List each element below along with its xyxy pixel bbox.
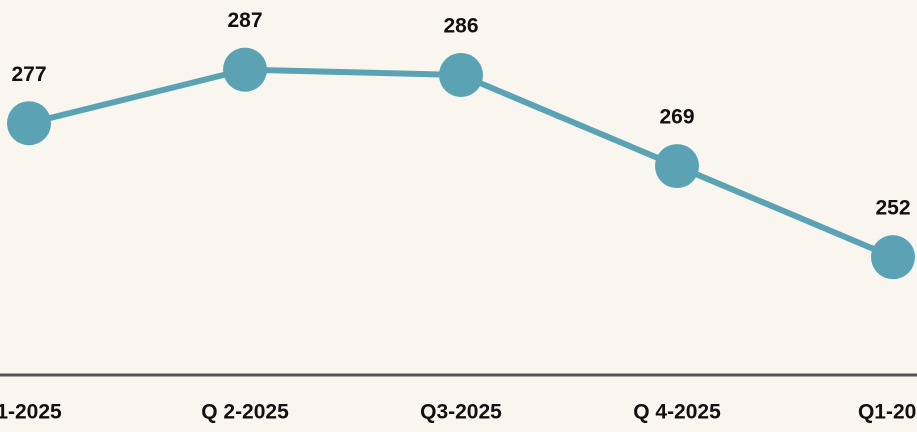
data-label: 287	[227, 9, 262, 32]
x-tick-label: Q3-2025	[420, 401, 502, 424]
marker	[223, 47, 267, 92]
marker	[655, 144, 699, 189]
marker	[439, 53, 483, 97]
data-label: 286	[443, 15, 478, 38]
data-label: 269	[659, 106, 694, 129]
marker	[871, 235, 915, 280]
marker	[7, 101, 51, 146]
x-tick-label: Q 2-2025	[201, 401, 289, 424]
x-tick-label: Q 4-2025	[633, 401, 721, 424]
x-tick-label: 1-2025	[0, 401, 62, 424]
data-label: 252	[875, 197, 910, 220]
x-tick-label: Q1-202	[858, 401, 917, 424]
data-label: 277	[11, 63, 46, 86]
